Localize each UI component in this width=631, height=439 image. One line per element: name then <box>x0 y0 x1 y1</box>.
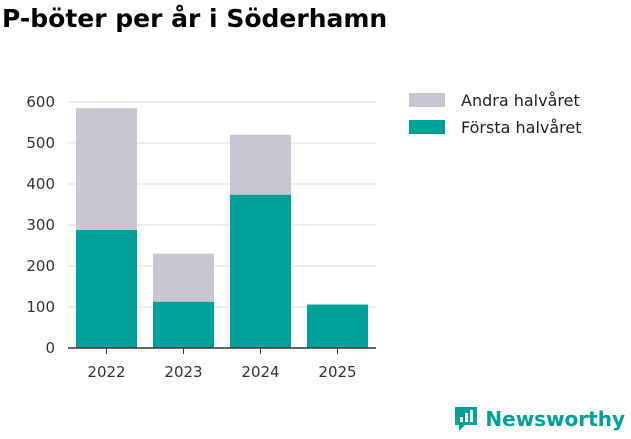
bar-2022-andra <box>76 108 137 230</box>
legend-label-forsta: Första halvåret <box>461 118 582 137</box>
bar-2023-forsta <box>153 301 214 348</box>
bar-2023-andra <box>153 253 214 302</box>
legend-label-andra: Andra halvåret <box>461 91 580 110</box>
y-tick-label-0: 0 <box>45 339 55 357</box>
newsworthy-logo: Newsworthy <box>453 405 625 433</box>
bar-2024-andra <box>230 134 291 195</box>
x-tick-label-2024: 2024 <box>241 363 279 381</box>
chart-title: P-böter per år i Söderhamn <box>2 4 388 33</box>
bar-2022-forsta <box>76 229 137 348</box>
y-tick-label-400: 400 <box>26 175 55 193</box>
bar-2025-forsta <box>307 304 368 348</box>
bar-2024-forsta <box>230 194 291 348</box>
x-tick-label-2025: 2025 <box>318 363 356 381</box>
brand-name: Newsworthy <box>485 407 625 431</box>
y-tick-label-200: 200 <box>26 257 55 275</box>
x-tick-label-2023: 2023 <box>164 363 202 381</box>
x-tick-label-2022: 2022 <box>87 363 125 381</box>
y-tick-label-500: 500 <box>26 134 55 152</box>
newsworthy-icon <box>455 407 478 431</box>
legend-swatch-andra <box>409 93 445 107</box>
y-tick-label-100: 100 <box>26 298 55 316</box>
y-tick-label-600: 600 <box>26 93 55 111</box>
legend-swatch-forsta <box>409 120 445 134</box>
y-tick-label-300: 300 <box>26 216 55 234</box>
